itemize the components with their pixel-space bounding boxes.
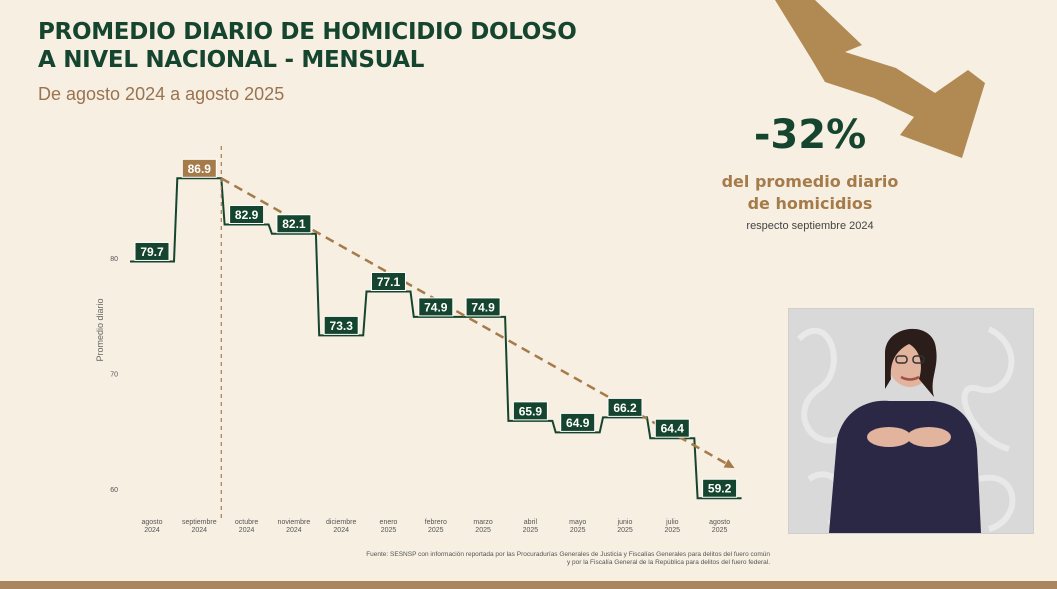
x-tick-label-month: diciembre [326, 519, 356, 526]
data-label: 74.9 [471, 300, 495, 314]
data-label: 64.9 [566, 416, 590, 430]
stat-reference-note: respecto septiembre 2024 [746, 220, 874, 232]
x-tick-label-year: 2025 [617, 527, 633, 534]
stat-description-line-1: del promedio diario [721, 172, 899, 191]
data-label-box [654, 418, 690, 438]
data-label-box [607, 397, 643, 417]
data-label: 82.1 [282, 217, 306, 231]
data-label-box [465, 297, 501, 317]
x-tick-label-year: 2025 [665, 527, 681, 534]
x-tick-label-month: julio [665, 519, 679, 526]
source-note-line-1: Fuente: SESNSP con información reportada… [366, 551, 770, 558]
interpreter-figure [789, 309, 1033, 533]
x-tick-label-year: 2025 [428, 527, 444, 534]
stat-percent: -32% [753, 112, 867, 158]
chart-title-line-1: PROMEDIO DIARIO DE HOMICIDIO DOLOSO [38, 19, 577, 45]
x-tick-label-month: octubre [235, 519, 258, 526]
x-tick-label-year: 2025 [381, 527, 397, 534]
y-tick-label: 70 [110, 372, 118, 379]
data-label: 64.4 [661, 422, 685, 436]
x-tick-label-year: 2024 [286, 527, 302, 534]
data-label-box [229, 205, 265, 225]
data-label-box [371, 271, 406, 291]
data-label-box [512, 401, 548, 421]
chart-title-line-2: A NIVEL NACIONAL - MENSUAL [38, 47, 425, 73]
x-tick-label-year: 2024 [333, 527, 349, 534]
x-tick-label-year: 2025 [523, 527, 539, 534]
x-tick-label-year: 2025 [712, 527, 728, 534]
data-label: 65.9 [519, 404, 543, 418]
x-tick-label-month: agosto [709, 519, 730, 526]
chart-subtitle: De agosto 2024 a agosto 2025 [38, 84, 285, 104]
data-label: 86.9 [188, 162, 212, 176]
data-label: 66.2 [613, 401, 637, 415]
data-label-box [323, 315, 359, 335]
data-label: 74.9 [424, 300, 448, 314]
x-tick-label-year: 2024 [144, 527, 160, 534]
data-label-box [181, 158, 217, 178]
data-label-box [276, 214, 312, 234]
x-tick-label-month: noviembre [278, 519, 311, 526]
source-note-line-2: y por la Fiscalía General de la Repúblic… [566, 559, 770, 566]
trend-arrowhead [723, 459, 735, 469]
x-tick-label-month: septiembre [182, 519, 217, 526]
sign-language-interpreter-image [788, 308, 1034, 534]
x-tick-label-year: 2025 [475, 527, 491, 534]
y-tick-label: 60 [110, 487, 118, 494]
data-label-box [560, 412, 596, 432]
step-line [130, 177, 742, 500]
data-label: 79.7 [140, 245, 164, 259]
data-label-box [418, 297, 454, 317]
x-tick-label-month: mayo [569, 519, 586, 526]
x-tick-label-year: 2024 [192, 527, 208, 534]
data-label-box [134, 241, 170, 261]
bottom-bar [0, 581, 1057, 589]
stat-description-line-2: de homicidios [747, 194, 873, 213]
chart-title: PROMEDIO DIARIO DE HOMICIDIO DOLOSO A NI… [38, 18, 577, 74]
data-label: 73.3 [330, 319, 354, 333]
y-tick-label: 80 [110, 256, 118, 263]
data-label: 82.9 [235, 208, 259, 222]
x-tick-label-month: junio [617, 519, 633, 526]
x-tick-label-month: agosto [141, 519, 162, 526]
x-tick-label-year: 2025 [570, 527, 586, 534]
x-tick-label-month: febrero [425, 519, 447, 526]
data-label: 59.2 [708, 482, 732, 496]
x-tick-label-month: enero [380, 519, 398, 526]
data-label-box [702, 478, 738, 498]
data-label: 77.1 [377, 275, 401, 289]
y-axis-label: Promedio diario [95, 298, 105, 361]
source-note: Fuente: SESNSP con información reportada… [250, 551, 770, 567]
x-tick-label-year: 2024 [239, 527, 255, 534]
x-tick-label-month: abril [524, 519, 538, 526]
x-tick-label-month: marzo [473, 519, 493, 526]
